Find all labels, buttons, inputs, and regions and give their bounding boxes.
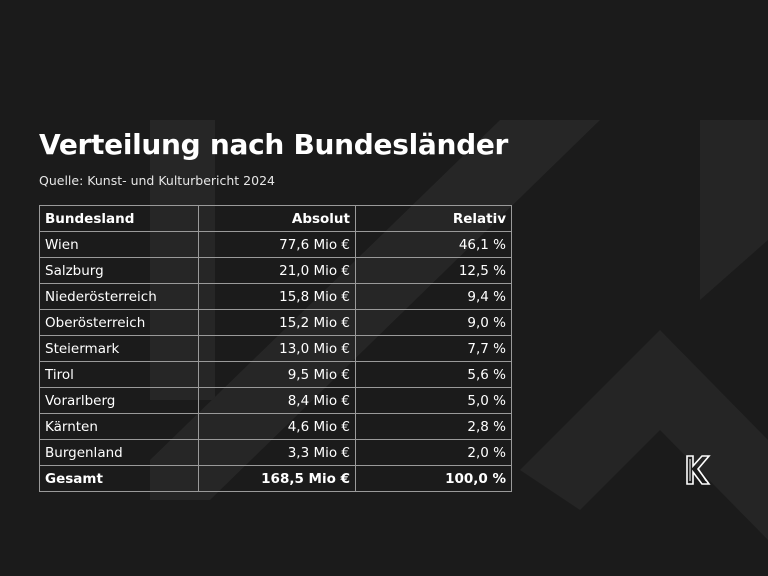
table-cell: 5,6 % xyxy=(355,361,512,388)
total-cell: 100,0 % xyxy=(355,465,512,492)
table-row: Salzburg 21,0 Mio €12,5 % xyxy=(39,257,512,284)
table-row: Oberösterreich 15,2 Mio €9,0 % xyxy=(39,309,512,336)
bg-stroke xyxy=(700,120,768,300)
table-row: Burgenland 3,3 Mio €2,0 % xyxy=(39,439,512,466)
table-cell: 46,1 % xyxy=(355,231,512,258)
table-cell: 21,0 Mio € xyxy=(198,257,356,284)
table-cell: 9,5 Mio € xyxy=(198,361,356,388)
bg-stroke xyxy=(520,330,768,540)
table-head: Bundesland Absolut Relativ xyxy=(39,205,512,232)
table-cell: Wien xyxy=(39,231,199,258)
table-cell: 9,0 % xyxy=(355,309,512,336)
table-row: Wien 77,6 Mio €46,1 % xyxy=(39,231,512,258)
table-row: Tirol 9,5 Mio €5,6 % xyxy=(39,361,512,388)
table-cell: Niederösterreich xyxy=(39,283,199,310)
table-cell: 5,0 % xyxy=(355,387,512,414)
table-cell: 2,0 % xyxy=(355,439,512,466)
table-cell: 3,3 Mio € xyxy=(198,439,356,466)
table-cell: Tirol xyxy=(39,361,199,388)
table-cell: 12,5 % xyxy=(355,257,512,284)
table-cell: Kärnten xyxy=(39,413,199,440)
source: Quelle: Kunst- und Kulturbericht 2024 xyxy=(39,173,275,188)
total-row: Gesamt 168,5 Mio €100,0 % xyxy=(39,465,512,492)
table-cell: Steiermark xyxy=(39,335,199,362)
logo xyxy=(686,455,711,485)
header-cell: Relativ xyxy=(355,205,512,232)
table-row: Niederösterreich 15,8 Mio €9,4 % xyxy=(39,283,512,310)
table-cell: 4,6 Mio € xyxy=(198,413,356,440)
table-row: Vorarlberg 8,4 Mio €5,0 % xyxy=(39,387,512,414)
table-cell: 8,4 Mio € xyxy=(198,387,356,414)
table-cell: 15,8 Mio € xyxy=(198,283,356,310)
table-row: Kärnten 4,6 Mio €2,8 % xyxy=(39,413,512,440)
table-row: Steiermark 13,0 Mio €7,7 % xyxy=(39,335,512,362)
header-cell: Bundesland xyxy=(39,205,199,232)
table-cell: 13,0 Mio € xyxy=(198,335,356,362)
table-cell: Oberösterreich xyxy=(39,309,199,336)
total-cell: Gesamt xyxy=(39,465,199,492)
total-cell: 168,5 Mio € xyxy=(198,465,356,492)
table-cell: 7,7 % xyxy=(355,335,512,362)
table-cell: 15,2 Mio € xyxy=(198,309,356,336)
title: Verteilung nach Bundesländer xyxy=(39,128,509,161)
table-cell: 77,6 Mio € xyxy=(198,231,356,258)
table-cell: Salzburg xyxy=(39,257,199,284)
header-cell: Absolut xyxy=(198,205,356,232)
table-cell: 9,4 % xyxy=(355,283,512,310)
table-cell: Vorarlberg xyxy=(39,387,199,414)
table-body: Wien 77,6 Mio €46,1 % Salzburg 21,0 Mio €12… xyxy=(39,231,512,492)
table-cell: Burgenland xyxy=(39,439,199,466)
table: Bundesland Absolut Relativ Wien 77,6 Mio €4… xyxy=(39,205,512,492)
table-cell: 2,8 % xyxy=(355,413,512,440)
header-row: Bundesland Absolut Relativ xyxy=(39,205,512,232)
